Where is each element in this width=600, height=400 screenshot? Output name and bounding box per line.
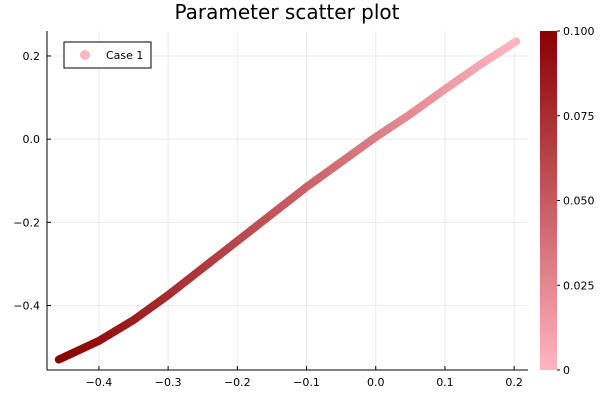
y-tick-label: 0.0 (23, 133, 41, 146)
legend-label: Case 1 (106, 49, 143, 62)
x-tick-label: 0.1 (436, 376, 454, 389)
y-tick-label: −0.2 (13, 216, 40, 229)
colorbar: 0 0.025 0.050 0.075 0.100 (540, 25, 595, 377)
axes: −0.4 −0.3 −0.2 −0.1 0.0 0.1 0.2 0.2 0.0 −0.2 −0.4 (13, 31, 528, 389)
colorbar-tick-label: 0.075 (563, 110, 595, 123)
x-tick-label: −0.2 (224, 376, 251, 389)
chart-title: Parameter scatter plot (175, 0, 400, 24)
legend: Case 1 (63, 41, 152, 69)
x-tick-label: 0.2 (505, 376, 523, 389)
colorbar-tick-label: 0.025 (563, 279, 595, 292)
legend-box (63, 41, 152, 69)
x-tick-label: −0.1 (293, 376, 320, 389)
y-tick-label: 0.2 (23, 50, 41, 63)
x-tick-label: −0.4 (86, 376, 113, 389)
colorbar-gradient (540, 31, 557, 370)
colorbar-tick-label: 0.100 (563, 25, 595, 38)
x-tick-label: −0.3 (155, 376, 182, 389)
y-tick-label: −0.4 (13, 300, 40, 313)
data-points (54, 37, 521, 364)
x-tick-label: 0.0 (367, 376, 385, 389)
colorbar-tick-label: 0 (563, 364, 570, 377)
colorbar-tick-label: 0.050 (563, 195, 595, 208)
legend-marker (80, 50, 90, 60)
scatter-point (512, 37, 521, 46)
